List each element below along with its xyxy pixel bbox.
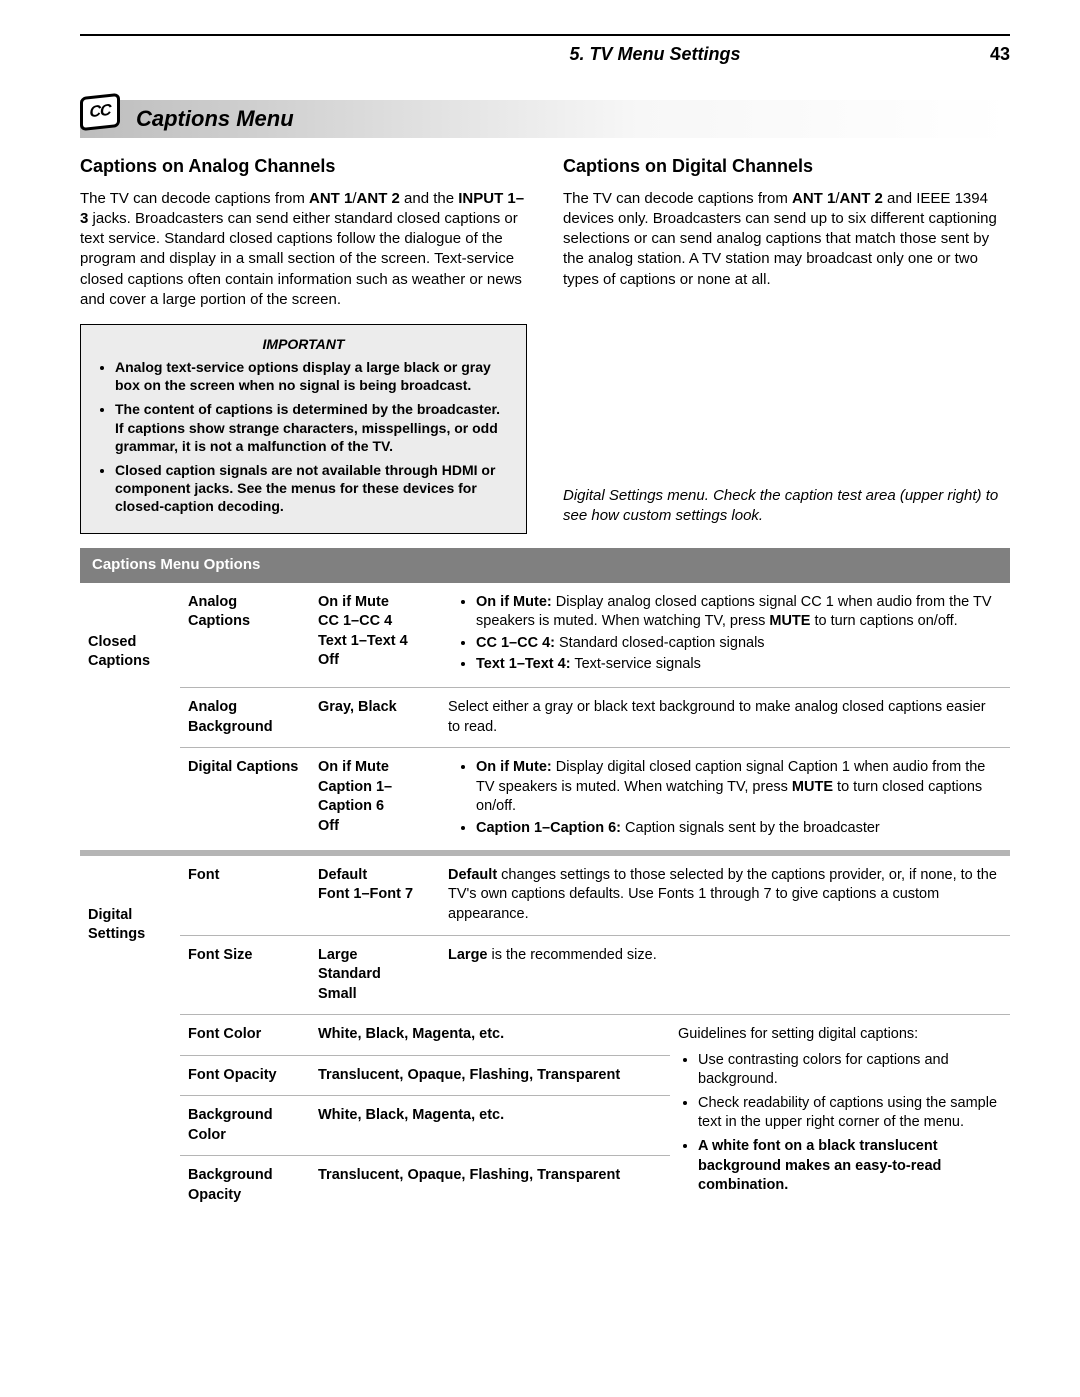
values-cell: LargeStandardSmall (310, 935, 440, 1015)
desc-cell: Large is the recommended size. (440, 935, 1010, 1015)
guidelines-cell: Guidelines for setting digital captions:… (670, 1015, 1010, 1216)
menu-title-bar: CC Captions Menu (80, 100, 1010, 138)
captions-options-table: ClosedCaptions Analog Captions On if Mut… (80, 583, 1010, 1216)
table-row: Digital Captions On if MuteCaption 1–Cap… (80, 748, 1010, 851)
cc-icon: CC (80, 95, 124, 139)
important-list: Analog text-service options display a la… (95, 358, 512, 516)
option-cell: Font Color (180, 1015, 310, 1056)
analog-heading: Captions on Analog Channels (80, 154, 527, 178)
option-cell: Font (180, 856, 310, 935)
table-row: Font Color White, Black, Magenta, etc. G… (80, 1015, 1010, 1056)
option-cell: Analog Captions (180, 583, 310, 688)
two-column-section: Captions on Analog Channels The TV can d… (80, 154, 1010, 534)
values-cell: White, Black, Magenta, etc. (310, 1015, 670, 1056)
important-box: IMPORTANT Analog text-service options di… (80, 324, 527, 534)
analog-column: Captions on Analog Channels The TV can d… (80, 154, 527, 534)
options-header: Captions Menu Options (80, 548, 1010, 582)
desc-cell: On if Mute: Display analog closed captio… (440, 583, 1010, 688)
category-cell: ClosedCaptions (80, 583, 180, 851)
category-cell: DigitalSettings (80, 856, 180, 1216)
values-cell: DefaultFont 1–Font 7 (310, 856, 440, 935)
chapter-title: 5. TV Menu Settings (340, 42, 970, 66)
values-cell: Gray, Black (310, 687, 440, 747)
option-cell: Digital Captions (180, 748, 310, 851)
values-cell: On if MuteCaption 1–Caption 6Off (310, 748, 440, 851)
table-row: DigitalSettings Font DefaultFont 1–Font … (80, 856, 1010, 935)
top-rule (80, 34, 1010, 36)
important-item: Analog text-service options display a la… (115, 358, 512, 394)
digital-column: Captions on Digital Channels The TV can … (563, 154, 1010, 534)
option-cell: Font Size (180, 935, 310, 1015)
table-row: Font Size LargeStandardSmall Large is th… (80, 935, 1010, 1015)
menu-title: Captions Menu (136, 104, 294, 134)
values-cell: White, Black, Magenta, etc. (310, 1096, 670, 1156)
page-number: 43 (970, 42, 1010, 66)
desc-cell: On if Mute: Display digital closed capti… (440, 748, 1010, 851)
desc-cell: Default changes settings to those select… (440, 856, 1010, 935)
table-row: Analog Background Gray, Black Select eit… (80, 687, 1010, 747)
important-item: The content of captions is determined by… (115, 400, 512, 455)
option-cell: Background Color (180, 1096, 310, 1156)
table-row: ClosedCaptions Analog Captions On if Mut… (80, 583, 1010, 688)
digital-note: Digital Settings menu. Check the caption… (563, 486, 1010, 527)
option-cell: Font Opacity (180, 1055, 310, 1096)
important-item: Closed caption signals are not available… (115, 461, 512, 516)
page-container: 5. TV Menu Settings 43 CC Captions Menu … (0, 0, 1080, 1266)
analog-body: The TV can decode captions from ANT 1/AN… (80, 189, 527, 311)
important-title: IMPORTANT (95, 335, 512, 354)
page-header: 5. TV Menu Settings 43 (80, 42, 1010, 66)
digital-body: The TV can decode captions from ANT 1/AN… (563, 189, 1010, 290)
option-cell: Background Opacity (180, 1156, 310, 1216)
values-cell: Translucent, Opaque, Flashing, Transpare… (310, 1156, 670, 1216)
values-cell: Translucent, Opaque, Flashing, Transpare… (310, 1055, 670, 1096)
desc-cell: Select either a gray or black text backg… (440, 687, 1010, 747)
option-cell: Analog Background (180, 687, 310, 747)
values-cell: On if MuteCC 1–CC 4Text 1–Text 4Off (310, 583, 440, 688)
digital-heading: Captions on Digital Channels (563, 154, 1010, 178)
